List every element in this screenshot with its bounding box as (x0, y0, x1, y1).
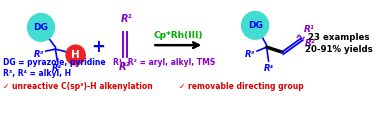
Text: 20-91% yields: 20-91% yields (305, 45, 372, 54)
Text: R¹: R¹ (121, 15, 132, 24)
Text: R³, R⁴ = alkyl, H: R³, R⁴ = alkyl, H (3, 69, 71, 78)
Text: DG: DG (248, 21, 263, 30)
Text: R⁴: R⁴ (263, 64, 274, 73)
Text: +: + (92, 38, 105, 56)
Text: ✓ unreactive C(sp³)-H alkenylation: ✓ unreactive C(sp³)-H alkenylation (3, 82, 152, 91)
Text: Cp*Rh(III): Cp*Rh(III) (153, 31, 203, 40)
Text: H: H (71, 50, 80, 60)
Text: R³: R³ (34, 50, 44, 58)
Text: R²: R² (119, 62, 130, 72)
Text: 23 examples: 23 examples (308, 33, 369, 42)
Text: R⁴: R⁴ (52, 64, 62, 73)
Circle shape (242, 12, 268, 39)
Circle shape (66, 45, 85, 65)
Text: DG: DG (34, 23, 48, 32)
Text: R³: R³ (245, 50, 256, 58)
Text: R¹: R¹ (304, 25, 314, 34)
Text: R¹, R² = aryl, alkyl, TMS: R¹, R² = aryl, alkyl, TMS (113, 58, 215, 67)
Text: R²: R² (304, 39, 315, 48)
Text: DG = pyrazole, pyridine: DG = pyrazole, pyridine (3, 58, 105, 67)
Text: ✓ removable directing group: ✓ removable directing group (179, 82, 304, 91)
Circle shape (28, 14, 54, 41)
